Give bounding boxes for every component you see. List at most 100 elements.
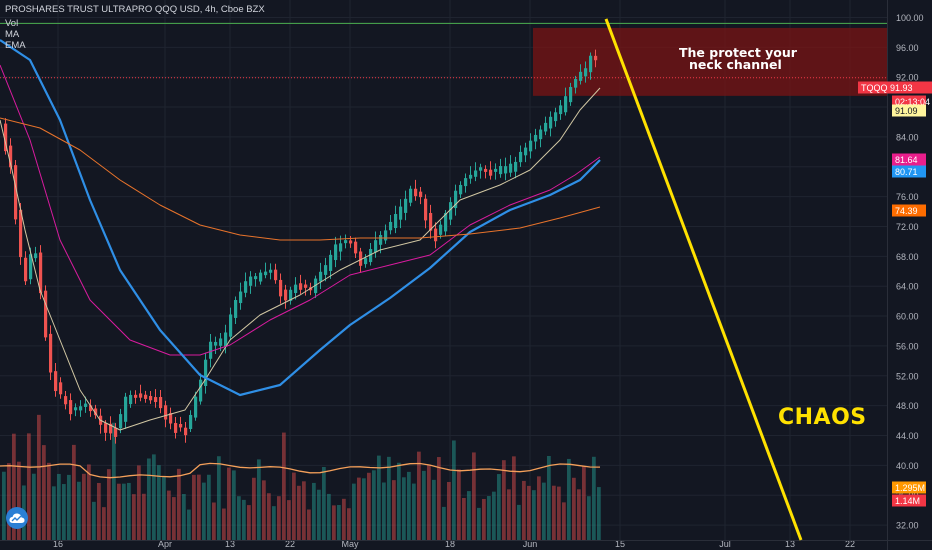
y-tick-label: 100.00	[896, 13, 924, 23]
candle-body	[289, 289, 293, 301]
volume-bar	[47, 462, 51, 540]
candle-body	[134, 394, 138, 398]
candle-body	[314, 278, 318, 294]
candle-body	[294, 284, 298, 294]
volume-bar	[292, 472, 296, 540]
candle-body	[79, 406, 83, 411]
x-tick-label: 18	[445, 539, 455, 549]
candle-body	[444, 212, 448, 232]
y-tick-label: 96.00	[896, 43, 919, 53]
volume-bar	[272, 506, 276, 540]
candle-body	[264, 271, 268, 276]
volume-bar	[17, 461, 21, 540]
volume-bar	[442, 506, 446, 540]
candle-body	[489, 169, 493, 176]
volume-bar	[572, 477, 576, 540]
indicator-ma[interactable]: MA	[5, 29, 20, 40]
candle-body	[94, 408, 98, 416]
volume-bar	[412, 483, 416, 540]
volume-bar	[237, 496, 241, 540]
volume-bar	[312, 482, 316, 540]
candle-body	[394, 214, 398, 229]
ma-pink-line[interactable]	[0, 64, 601, 356]
indicator-ema[interactable]: EMA	[5, 40, 26, 51]
volume-bar	[462, 497, 466, 540]
volume-bar	[512, 456, 516, 540]
ma-orange-line[interactable]	[0, 117, 601, 241]
volume-bar	[207, 474, 211, 540]
volume-bar	[457, 469, 461, 540]
volume-bar	[482, 498, 486, 540]
volume-bar	[347, 508, 351, 540]
volume-bar	[557, 486, 561, 540]
candle-body	[324, 265, 328, 275]
candle-body	[214, 341, 218, 346]
candle-body	[239, 291, 243, 304]
price-axis-label-text: 81.64	[895, 155, 918, 165]
volume-bar	[342, 498, 346, 540]
candle-body	[179, 423, 183, 428]
candle-body	[389, 221, 393, 231]
candle-body	[509, 163, 513, 173]
volume-bar	[172, 497, 176, 540]
ma-fast-line[interactable]	[0, 87, 601, 431]
price-axis-label-text: TQQQ 91.93	[861, 83, 913, 93]
volume-bar	[97, 482, 101, 540]
candle-body	[29, 254, 33, 280]
volume-bar	[102, 507, 106, 540]
candle-body	[484, 168, 488, 172]
volume-bar	[2, 471, 6, 540]
price-axis-label	[858, 81, 932, 94]
volume-bar	[217, 456, 221, 540]
candle-body	[164, 405, 168, 420]
candle-body	[19, 209, 23, 258]
y-tick-label: 52.00	[896, 371, 919, 381]
price-axis-label	[892, 165, 926, 178]
candle-body	[259, 272, 263, 282]
candle-body	[564, 96, 568, 113]
candle-body	[304, 284, 308, 288]
volume-bar	[107, 469, 111, 540]
volume-bar	[257, 459, 261, 540]
volume-bar	[362, 478, 366, 540]
indicator-vol[interactable]: Vol	[5, 18, 19, 29]
price-axis-label-text: 91.09	[895, 106, 918, 116]
volume-bar	[147, 458, 151, 540]
volume-bar	[122, 483, 126, 540]
candle-body	[209, 341, 213, 359]
candle-body	[429, 212, 433, 231]
candle-body	[49, 333, 53, 373]
candle-body	[114, 427, 118, 437]
price-axis-label-text: 1.295M	[895, 483, 925, 493]
volume-bar	[182, 493, 186, 540]
volume-bar	[527, 485, 531, 540]
y-tick-label: 48.00	[896, 401, 919, 411]
volume-bar	[32, 473, 36, 540]
candle-body	[249, 276, 253, 286]
ma-blue-line[interactable]	[0, 39, 601, 397]
volume-bar	[187, 509, 191, 540]
candle-body	[254, 276, 258, 280]
volume-bar	[57, 473, 61, 540]
chart-title: PROSHARES TRUST ULTRAPRO QQQ USD, 4h, Cb…	[5, 4, 265, 15]
candle-body	[499, 166, 503, 175]
candle-body	[494, 168, 498, 172]
volume-bar	[297, 485, 301, 540]
volume-bar	[157, 465, 161, 540]
volume-bar	[222, 508, 226, 540]
tradingview-logo-icon[interactable]	[6, 507, 28, 529]
volume-bar	[377, 455, 381, 540]
channel-annotation-line2: neck channel	[689, 57, 782, 72]
volume-bar	[242, 499, 246, 540]
volume-bar	[212, 502, 216, 540]
candle-body	[234, 300, 238, 318]
projection-line[interactable]	[604, 18, 803, 541]
candle-body	[194, 396, 198, 418]
candle-body	[549, 116, 553, 129]
chaos-annotation: CHAOS	[778, 405, 867, 430]
candle-body	[449, 202, 453, 220]
volume-bar	[197, 474, 201, 540]
volume-bar	[582, 466, 586, 540]
candle-body	[479, 167, 483, 171]
